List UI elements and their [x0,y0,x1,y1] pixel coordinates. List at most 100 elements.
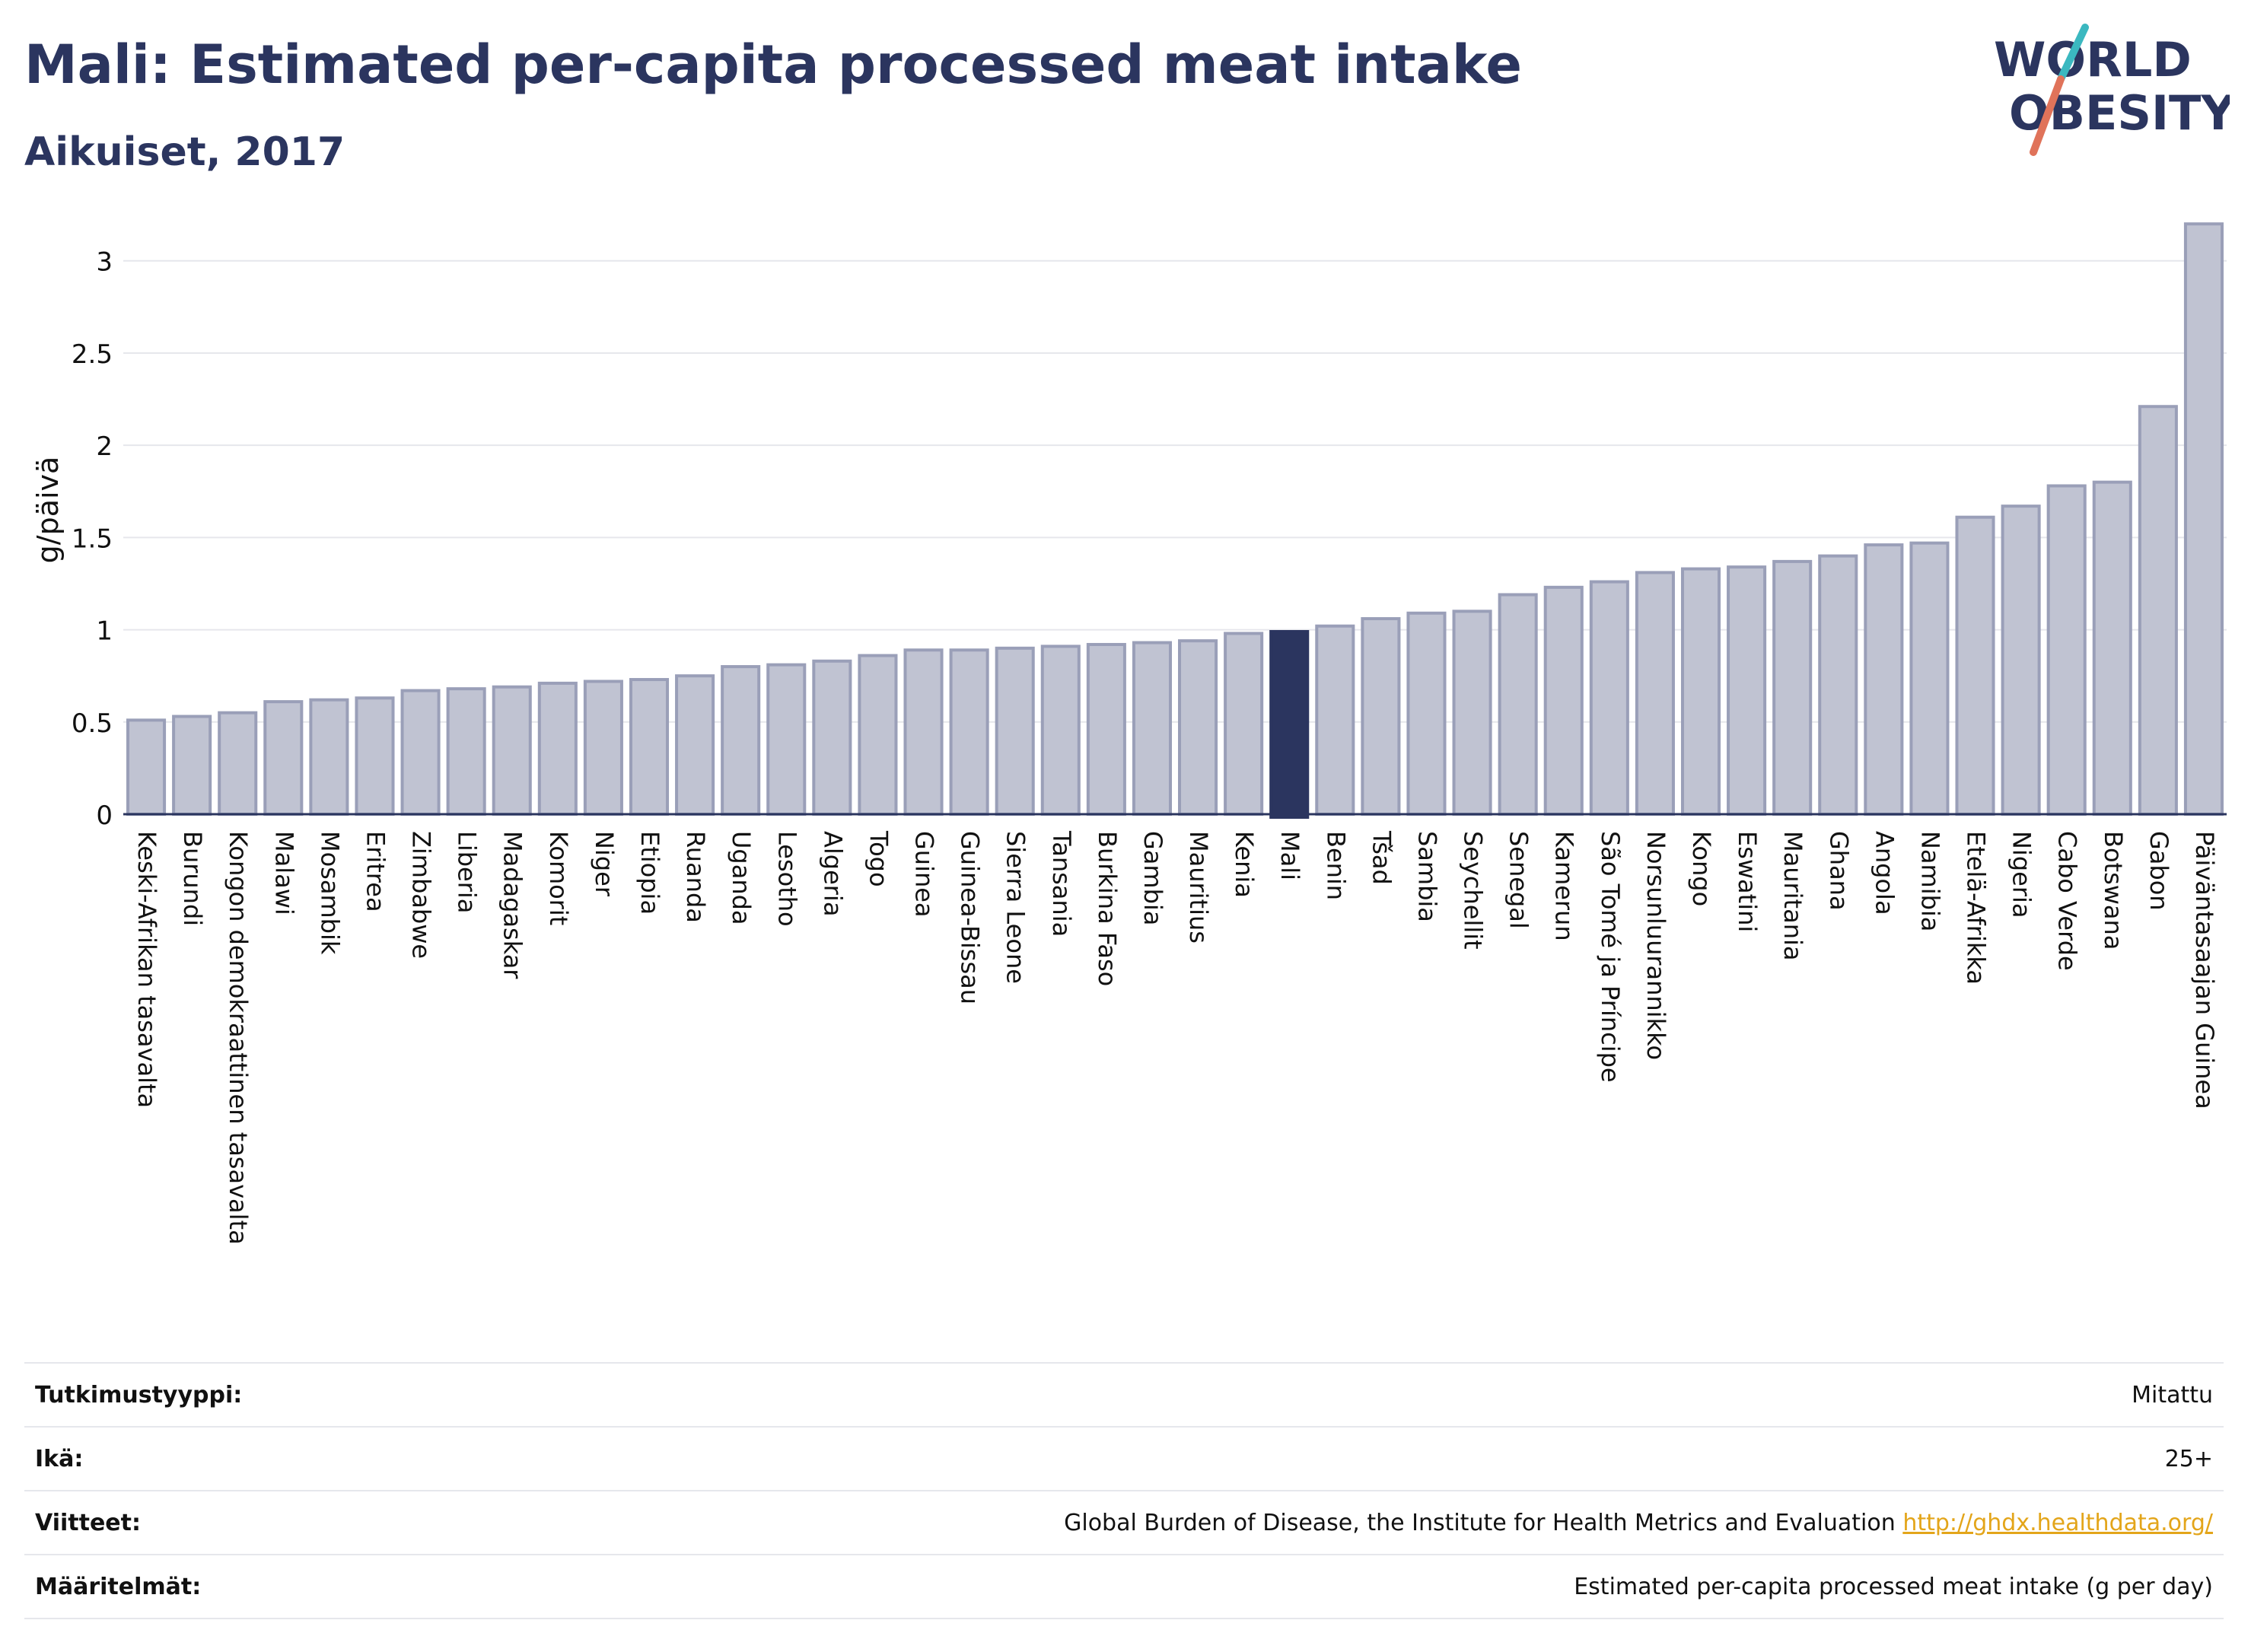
x-tick-label: Algeria [818,831,847,916]
x-tick-label: Sierra Leone [1001,831,1030,984]
bar-kenia [1224,632,1264,816]
bar-madagaskar [492,685,532,816]
bar-nigeria [2001,505,2041,816]
x-tick-label: Botswana [2099,831,2128,950]
bar-guinea-bissau [949,648,989,816]
bar-etiopia [629,678,670,816]
x-tick-label: Lesotho [772,831,801,927]
x-tick-label: Malawi [269,831,298,915]
bar-liberia [446,687,486,816]
info-value: Global Burden of Disease, the Institute … [1064,1510,2213,1536]
info-label: Viitteet: [35,1510,141,1536]
bar-algeria [812,659,852,816]
bar-gabon [2138,405,2178,816]
bar-kamerun [1543,585,1584,816]
bar-mauritius [1178,639,1218,816]
bar-burundi [172,715,212,816]
y-axis-title: g/päivä [31,457,65,564]
x-tick-label: Sambia [1412,831,1441,922]
y-tick-label: 3 [96,247,113,278]
x-tick-label: Cabo Verde [2053,831,2082,971]
x-tick-label: Gambia [1138,831,1167,925]
x-tick-label: Seychellit [1459,831,1488,950]
x-tick-label: Mauritania [1778,831,1807,960]
x-tick-label: Mali [1275,831,1304,880]
reference-text: Global Burden of Disease, the Institute … [1064,1510,1896,1536]
info-row-definitions: Määritelmät: Estimated per-capita proces… [24,1554,2224,1619]
bar-uganda [721,665,761,816]
bar-cabo-verde [2046,484,2087,816]
bar-s-o-tomé-ja-príncipe [1589,580,1629,816]
info-value: 25+ [2164,1446,2213,1472]
info-label: Tutkimustyyppi: [35,1382,243,1408]
x-tick-label: Niger [590,831,619,897]
y-tick-label: 0.5 [72,708,113,739]
x-tick-label: Kongon demokraattinen tasavalta [224,831,253,1245]
bar-seychellit [1452,610,1492,816]
bar-malawi [263,700,304,816]
x-tick-label: Etiopia [635,831,664,915]
x-tick-label: Kongo [1687,831,1716,906]
bar-mauritania [1772,559,1813,816]
bar-tšad [1361,617,1401,816]
bar-senegal [1498,593,1538,816]
bar-sambia [1406,611,1447,816]
bar-päiväntasaajan-guinea [2183,222,2224,816]
x-tick-label: Komorit [544,831,573,925]
y-tick-label: 2 [96,431,113,462]
bar-mali [1269,630,1310,819]
bar-namibia [1909,541,1950,816]
x-tick-label: Mauritius [1184,831,1213,944]
x-tick-label: Eritrea [361,831,390,912]
info-row-age: Ikä: 25+ [24,1426,2224,1490]
bar-keski-afrikan-tasavalta [126,718,167,816]
y-tick-label: 1 [96,616,113,647]
info-label: Määritelmät: [35,1574,202,1600]
y-tick-label: 2.5 [72,339,113,370]
x-tick-label: Guinea [910,831,939,918]
bar-kongon-demokraattinen-tasavalta [218,711,258,816]
y-axis-ticks: 0 0.5 1 1.5 2 2.5 3 [72,247,113,831]
x-tick-label: Eswatini [1733,831,1762,932]
info-row-references: Viitteet: Global Burden of Disease, the … [24,1490,2224,1554]
x-tick-label: Liberia [453,831,482,913]
x-tick-label: Keski-Afrikan tasavalta [132,831,161,1108]
bar-zimbabwe [400,689,441,816]
chart-title: Mali: Estimated per-capita processed mea… [24,33,1522,96]
bar-eritrea [355,696,395,816]
x-tick-label: Angola [1870,831,1899,915]
bar-komorit [537,681,578,816]
bars [126,222,2224,819]
bar-niger [583,680,623,816]
bar-gambia [1132,641,1172,816]
info-row-study-type: Tutkimustyyppi: Mitattu [24,1362,2224,1426]
x-tick-label: Guinea-Bissau [956,831,985,1004]
bar-norsunluurannikko [1635,571,1675,816]
x-tick-label: Ghana [1824,831,1853,911]
bar-togo [858,654,898,816]
x-tick-label: Burundi [178,831,207,926]
bar-mosambik [309,698,349,816]
x-tick-label: São Tomé ja Príncipe [1596,831,1625,1083]
x-tick-label: Nigeria [2007,831,2036,918]
chart-subtitle: Aikuiset, 2017 [24,129,345,175]
x-axis-labels: Keski-Afrikan tasavalta Burundi Kongon dem… [132,830,2219,1245]
x-tick-label: Mosambik [315,831,344,955]
x-tick-label: Uganda [727,831,756,925]
x-tick-label: Gabon [2144,831,2173,911]
bar-sierra-leone [995,646,1035,816]
x-tick-label: Päiväntasaajan Guinea [2190,831,2219,1109]
x-tick-label: Kamerun [1550,831,1579,941]
x-tick-label: Etelä-Afrikka [1962,831,1991,985]
bar-ghana [1818,554,1858,816]
x-tick-label: Ruanda [681,831,710,923]
x-tick-label: Namibia [1915,831,1944,931]
reference-link[interactable]: http://ghdx.healthdata.org/ [1902,1510,2213,1536]
info-label: Ikä: [35,1446,84,1472]
world-obesity-logo: WORLD OBESITY [1994,24,2230,156]
bar-botswana [2092,480,2132,816]
bar-tansania [1040,645,1081,816]
logo-word-world: WORLD [1994,32,2192,88]
x-tick-label: Senegal [1504,831,1533,929]
bar-lesotho [766,663,807,816]
